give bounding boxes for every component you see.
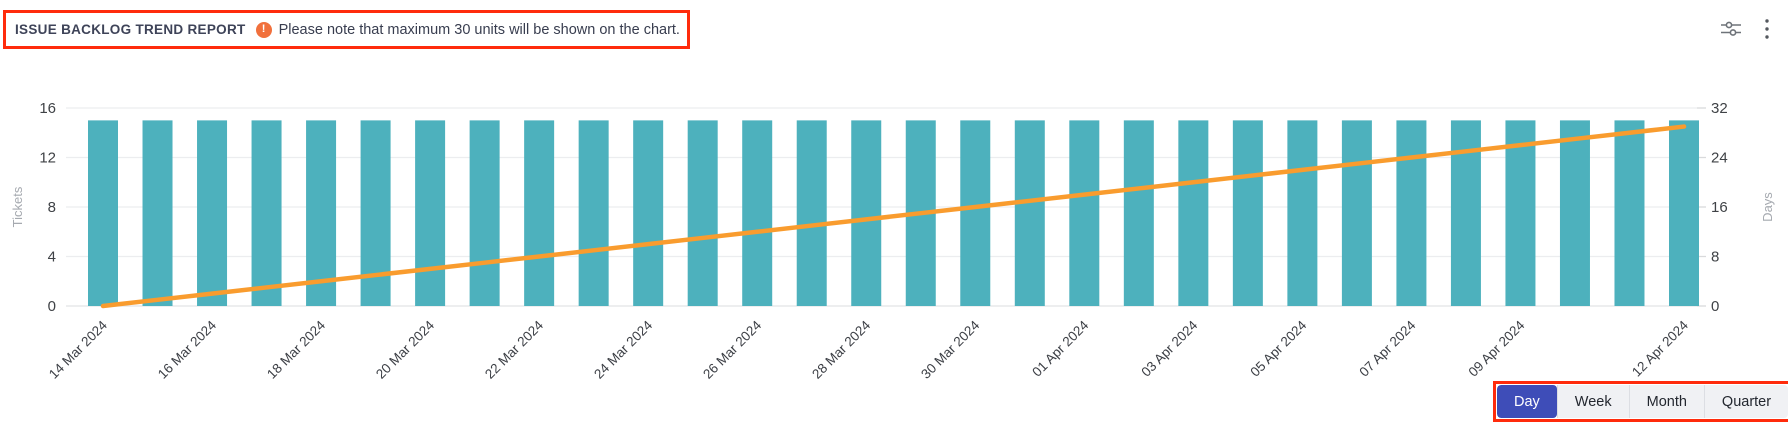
x-axis-tick-label: 20 Mar 2024: [373, 317, 438, 382]
ticket-bar[interactable]: [1505, 120, 1536, 306]
warning-circle-icon: !: [255, 21, 272, 38]
sliders-icon[interactable]: [1720, 19, 1742, 39]
note-text: Please note that maximum 30 units will b…: [278, 21, 680, 38]
range-buttons-annotation: Day Week Month Quarter: [1493, 381, 1788, 422]
left-axis-tick-label: 4: [48, 249, 56, 266]
ticket-bar[interactable]: [1069, 120, 1100, 306]
time-range-button-group: Day Week Month Quarter: [1497, 385, 1788, 418]
kebab-menu-icon[interactable]: [1764, 18, 1770, 40]
ticket-bar[interactable]: [1341, 120, 1372, 306]
x-axis-tick-label: 05 Apr 2024: [1247, 317, 1309, 379]
ticket-bar[interactable]: [796, 120, 827, 306]
ticket-bar[interactable]: [1614, 120, 1645, 306]
report-header-annotation: ISSUE BACKLOG TREND REPORT ! Please note…: [3, 10, 690, 49]
ticket-bar[interactable]: [524, 120, 555, 306]
ticket-bar[interactable]: [578, 120, 609, 306]
x-axis-tick-label: 28 Mar 2024: [809, 317, 874, 382]
chart-toolbar: [1720, 18, 1770, 40]
left-axis-tick-label: 16: [39, 100, 56, 117]
ticket-bar[interactable]: [1287, 120, 1318, 306]
ticket-bar[interactable]: [1559, 120, 1590, 306]
left-axis-tick-label: 12: [39, 150, 56, 167]
ticket-bar[interactable]: [1396, 120, 1427, 306]
right-axis-title: Days: [1760, 192, 1775, 222]
range-button-week[interactable]: Week: [1556, 385, 1629, 418]
x-axis-tick-label: 07 Apr 2024: [1356, 317, 1418, 379]
ticket-bar[interactable]: [251, 120, 282, 306]
x-axis-tick-label: 22 Mar 2024: [482, 317, 547, 382]
left-axis-tick-label: 8: [48, 199, 56, 216]
ticket-bar[interactable]: [1232, 120, 1263, 306]
ticket-bar[interactable]: [469, 120, 500, 306]
x-axis-tick-label: 18 Mar 2024: [264, 317, 329, 382]
ticket-bar[interactable]: [1669, 120, 1699, 306]
x-axis-tick-label: 01 Apr 2024: [1029, 317, 1091, 379]
ticket-bar[interactable]: [960, 120, 991, 306]
ticket-bar[interactable]: [633, 120, 664, 306]
ticket-bar[interactable]: [1123, 120, 1154, 306]
ticket-bar[interactable]: [415, 120, 446, 306]
right-axis-tick-label: 24: [1711, 150, 1728, 167]
ticket-bar[interactable]: [197, 120, 228, 306]
max-units-note: ! Please note that maximum 30 units will…: [255, 21, 680, 38]
range-button-month[interactable]: Month: [1628, 385, 1704, 418]
left-axis-tick-label: 0: [48, 298, 56, 315]
right-axis-tick-label: 32: [1711, 100, 1728, 117]
ticket-bar[interactable]: [1014, 120, 1045, 306]
right-axis-tick-label: 8: [1711, 249, 1719, 266]
ticket-bar[interactable]: [306, 120, 337, 306]
range-button-day[interactable]: Day: [1497, 385, 1557, 418]
ticket-bar[interactable]: [1178, 120, 1209, 306]
ticket-bar[interactable]: [88, 120, 118, 306]
x-axis-tick-label: 24 Mar 2024: [591, 317, 656, 382]
x-axis-tick-label: 14 Mar 2024: [46, 317, 111, 382]
range-button-quarter[interactable]: Quarter: [1703, 385, 1788, 418]
x-axis-tick-label: 30 Mar 2024: [918, 317, 983, 382]
x-axis-tick-label: 26 Mar 2024: [700, 317, 765, 382]
ticket-bar[interactable]: [142, 120, 173, 306]
x-axis-tick-label: 03 Apr 2024: [1138, 317, 1200, 379]
right-axis-tick-label: 0: [1711, 298, 1719, 315]
x-axis-tick-label: 16 Mar 2024: [155, 317, 220, 382]
left-axis-title: Tickets: [10, 186, 25, 227]
x-axis-tick-label: 09 Apr 2024: [1465, 317, 1527, 379]
page-title: ISSUE BACKLOG TREND REPORT: [15, 22, 246, 37]
ticket-bar[interactable]: [742, 120, 773, 306]
x-axis-tick-label: 12 Apr 2024: [1629, 317, 1691, 379]
ticket-bar[interactable]: [687, 120, 718, 306]
ticket-bar[interactable]: [851, 120, 882, 306]
days-trend-line[interactable]: [100, 124, 1687, 309]
right-axis-tick-label: 16: [1711, 199, 1728, 216]
